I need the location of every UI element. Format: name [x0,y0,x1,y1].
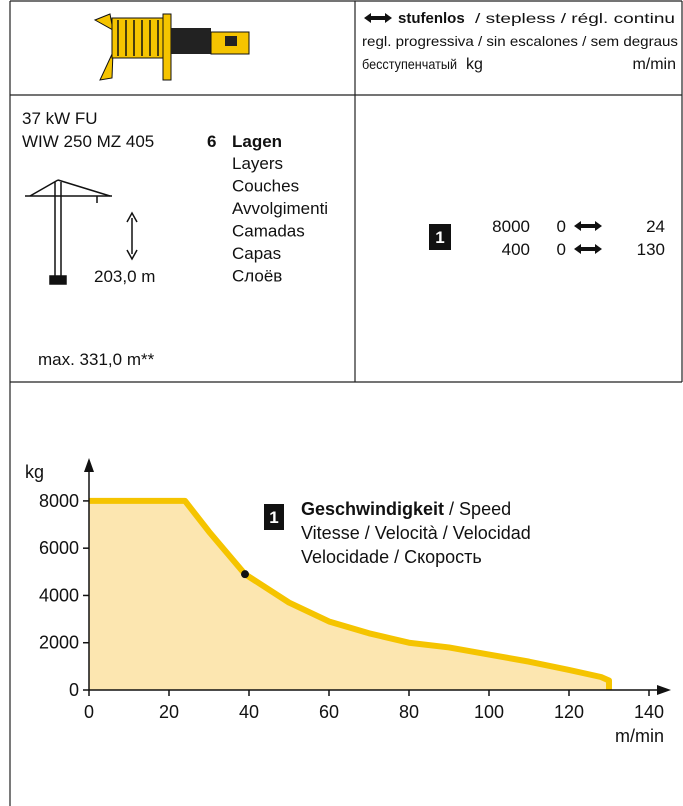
speed-max: 130 [637,240,665,259]
x-tick-label: 60 [319,702,339,722]
page: stufenlos / stepless / régl. continu reg… [0,0,683,806]
speed-rows: 8000 0 24 400 0 130 [492,217,665,259]
layer-name: Layers [232,154,283,173]
annotation-point [241,570,249,578]
layer-name: Camadas [232,222,305,241]
height: 203,0 m [94,267,155,286]
layers-word: Lagen [232,132,282,151]
badge-text: 1 [435,228,444,247]
winch-icon [95,14,249,80]
mode-bold: stufenlos [398,10,465,27]
speed-min: 0 [557,240,566,259]
unit: kg [466,56,483,73]
x-tick-label: 80 [399,702,419,722]
annotation-bold: Geschwindigkeit [301,499,444,519]
power: 37 kW FU [22,109,98,128]
load: 8000 [492,217,530,236]
x-tick-label: 40 [239,702,259,722]
x-tick-label: 120 [554,702,584,722]
y-tick-label: 0 [69,680,79,700]
speed-min: 0 [557,217,566,236]
load: 400 [502,240,530,259]
speed-max: 24 [646,217,665,236]
annotation-line: Velocidade / Скорость [301,547,482,567]
header-line: regl. progressiva / sin escalones / sem … [362,33,678,49]
layers-list: Layers Couches Avvolgimenti Camadas Capas Сло… [232,154,328,286]
layer-name: Avvolgimenti [232,199,328,218]
model: WIW 250 MZ 405 [22,132,154,151]
y-tick-label: 4000 [39,585,79,605]
double-arrow [574,244,602,254]
annotation-line: Vitesse / Velocità / Velocidad [301,523,531,543]
y-tick-label: 2000 [39,633,79,653]
layer-name: Couches [232,177,299,196]
max-height: max. 331,0 m** [38,350,155,369]
x-tick-label: 140 [634,702,664,722]
y-tick-label: 8000 [39,491,79,511]
x-arrow [657,685,671,695]
x-axis-label: m/min [615,726,664,746]
chart: 0 20 40 60 80 100 120 140 0 2000 4000 6000 8000 kg m/m… [25,458,671,746]
layers-count: 6 [207,132,216,151]
layer-name: Слоёв [232,267,282,286]
x-tick-label: 0 [84,702,94,722]
unit: m/min [632,56,676,73]
layer-name: Capas [232,244,281,263]
y-tick-label: 6000 [39,538,79,558]
double-arrow [364,13,392,23]
y-axis-label: kg [25,462,44,482]
x-tick-label: 20 [159,702,179,722]
x-tick-label: 100 [474,702,504,722]
annotation-title: Geschwindigkeit/ Speed [301,499,511,519]
badge-text: 1 [269,508,278,527]
mode-rest: / stepless / régl. continu [475,10,675,26]
annotation-rest: / Speed [449,499,511,519]
header-line: бесступенчатый [362,56,457,72]
double-arrow [574,221,602,231]
y-arrow [84,458,94,472]
